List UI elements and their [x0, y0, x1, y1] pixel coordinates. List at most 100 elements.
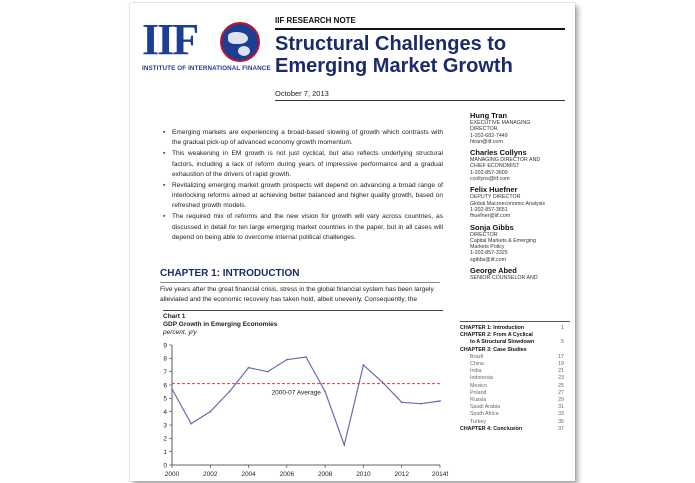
toc-entry-label: CHAPTER 3: Case Studies	[460, 346, 527, 353]
average-line-label: 2000-07 Average	[272, 390, 322, 397]
contact-detail: Global Macroeconomic Analysis	[470, 200, 546, 207]
toc-entry-label: South Africa	[470, 411, 499, 418]
toc-entry-page: 31	[558, 404, 564, 411]
toc-entry-page: 21	[558, 368, 564, 375]
date-divider	[275, 100, 565, 101]
toc-entry[interactable]: India 21	[460, 368, 564, 375]
x-tick-label: 2004	[241, 471, 256, 478]
toc-entry-label: Saudi Arabia	[470, 404, 501, 411]
y-tick-label: 1	[163, 449, 167, 456]
contact-detail: DIRECTOR	[470, 126, 498, 133]
y-tick-label: 8	[163, 356, 167, 363]
toc-entry[interactable]: Mexico 25	[460, 383, 564, 390]
summary-item: Emerging markets are experiencing a broa…	[163, 128, 443, 149]
toc-entry[interactable]: to A Structural Slowdown 5	[460, 339, 564, 346]
chart-title: GDP Growth in Emerging Economies	[163, 321, 278, 328]
x-tick-label: 2008	[318, 471, 333, 478]
toc-entry[interactable]: Turkey 35	[460, 419, 564, 426]
research-note-label: IIF RESEARCH NOTE	[275, 16, 356, 25]
gdp-growth-point	[171, 388, 173, 390]
toc-entry[interactable]: China 19	[460, 361, 564, 368]
chart-caption: Chart 1 GDP Growth in Emerging Economies…	[163, 310, 443, 337]
chart-units: percent, y/y	[163, 329, 197, 336]
y-tick-label: 2	[163, 436, 167, 443]
gdp-growth-point	[324, 390, 327, 393]
contact-detail: 1-202-857-3609	[470, 169, 508, 176]
toc-entry[interactable]: Indonesia 23	[460, 375, 564, 382]
globe-icon	[220, 22, 260, 62]
publication-date: October 7, 2013	[275, 89, 329, 98]
summary-list: Emerging markets are experiencing a broa…	[163, 128, 443, 244]
y-tick-label: 7	[163, 369, 167, 376]
gdp-growth-point	[362, 364, 365, 366]
x-tick-label: 2002	[203, 471, 218, 478]
gdp-growth-point	[285, 358, 288, 361]
toc-entry-label: CHAPTER 4: Conclusion	[460, 425, 523, 432]
toc-entry-page: 19	[558, 361, 564, 368]
table-of-contents: CHAPTER 1: Introduction 1 CHAPTER 2: From …	[460, 325, 564, 433]
toc-entry-label: CHAPTER 1: Introduction	[460, 325, 525, 331]
toc-entry[interactable]: CHAPTER 4: Conclusion 37	[460, 426, 564, 433]
toc-entry-page: 25	[558, 382, 564, 389]
contact-detail: MANAGING DIRECTOR AND	[470, 157, 541, 164]
contact-name: Felix Huefner	[470, 185, 518, 195]
y-tick-label: 6	[163, 382, 167, 389]
toc-entry-label: Turkey	[470, 418, 486, 425]
contact-detail: DEPUTY DIRECTOR	[470, 194, 521, 201]
contact-detail[interactable]: ccollyns@iif.com	[470, 176, 510, 183]
toc-entry-label: Russia	[470, 397, 487, 404]
gdp-growth-point	[190, 422, 193, 425]
y-tick-label: 5	[163, 396, 167, 403]
gdp-growth-point	[419, 402, 422, 405]
contact-name: Hung Tran	[470, 111, 508, 120]
contact-detail: EXECUTIVE MANAGING	[470, 120, 531, 126]
gdp-growth-point	[228, 390, 231, 393]
contact-detail[interactable]: htran@iif.com	[470, 138, 503, 145]
toc-entry-page: 27	[558, 389, 564, 396]
y-tick-label: 4	[163, 409, 167, 416]
y-tick-label: 0	[163, 462, 167, 469]
toc-entry[interactable]: CHAPTER 2: From A Cyclical	[460, 332, 564, 339]
toc-entry-page: 23	[558, 375, 564, 382]
toc-divider	[460, 321, 570, 322]
contact-detail: CHIEF ECONOMIST	[470, 163, 520, 170]
logo-letters: IIF	[142, 15, 199, 64]
gdp-growth-point	[381, 381, 384, 384]
y-tick-label: 3	[163, 422, 167, 429]
iif-logo: IIF INSTITUTE OF INTERNATIONAL FINANCE	[142, 15, 271, 77]
toc-entry-label: to A Structural Slowdown	[470, 339, 535, 346]
header-divider	[275, 28, 565, 30]
gdp-growth-chart: 0 1 2 3 4 5 6 7 8 9 2000 2002 2004 2006 2008 2010 2012 20…	[163, 342, 448, 478]
toc-entry[interactable]: CHAPTER 1: Introduction 1	[460, 325, 564, 332]
toc-entry-label: Brazil	[470, 353, 484, 360]
contact-name: Charles Collyns	[470, 148, 527, 158]
gdp-growth-point	[266, 370, 269, 373]
toc-entry[interactable]: Saudi Arabia 31	[460, 404, 564, 411]
summary-item: The required mix of reforms and the new …	[163, 212, 443, 243]
toc-entry[interactable]: South Africa 33	[460, 411, 564, 418]
gdp-growth-point	[247, 366, 250, 369]
toc-entry[interactable]: Poland 27	[460, 390, 564, 397]
contact-detail: 1-202-857-3651	[470, 206, 508, 213]
chapter-divider	[160, 282, 440, 283]
toc-entry-page: 33	[558, 411, 564, 418]
contact-card: Felix Huefner DEPUTY DIRECTOR Global Macro…	[470, 185, 570, 219]
document-page: IIF INSTITUTE OF INTERNATIONAL FINANCE I…	[130, 3, 575, 481]
toc-entry[interactable]: CHAPTER 3: Case Studies	[460, 347, 564, 354]
toc-entry[interactable]: Russia 29	[460, 397, 564, 404]
contact-detail[interactable]: fhuefner@iif.com	[470, 213, 511, 220]
toc-entry-page: 29	[558, 397, 564, 404]
contact-card: Sonja Gibbs DIRECTOR Capital Markets & Eme…	[470, 223, 570, 263]
toc-entry-page: 17	[558, 353, 564, 360]
toc-entry[interactable]: Brazil 17	[460, 354, 564, 361]
contact-detail[interactable]: sgibbs@iif.com	[470, 256, 506, 263]
toc-entry-label: Indonesia	[470, 375, 493, 382]
x-tick-label: 2006	[280, 471, 295, 478]
contact-detail: Capital Markets & Emerging	[470, 237, 536, 244]
logo-caption: INSTITUTE OF INTERNATIONAL FINANCE	[142, 65, 271, 72]
toc-entry-label: China	[470, 361, 484, 368]
gdp-growth-point	[439, 400, 441, 402]
chart-number: Chart 1	[163, 313, 186, 320]
contact-detail: Markets Policy	[470, 244, 505, 251]
gdp-growth-point	[209, 410, 212, 413]
